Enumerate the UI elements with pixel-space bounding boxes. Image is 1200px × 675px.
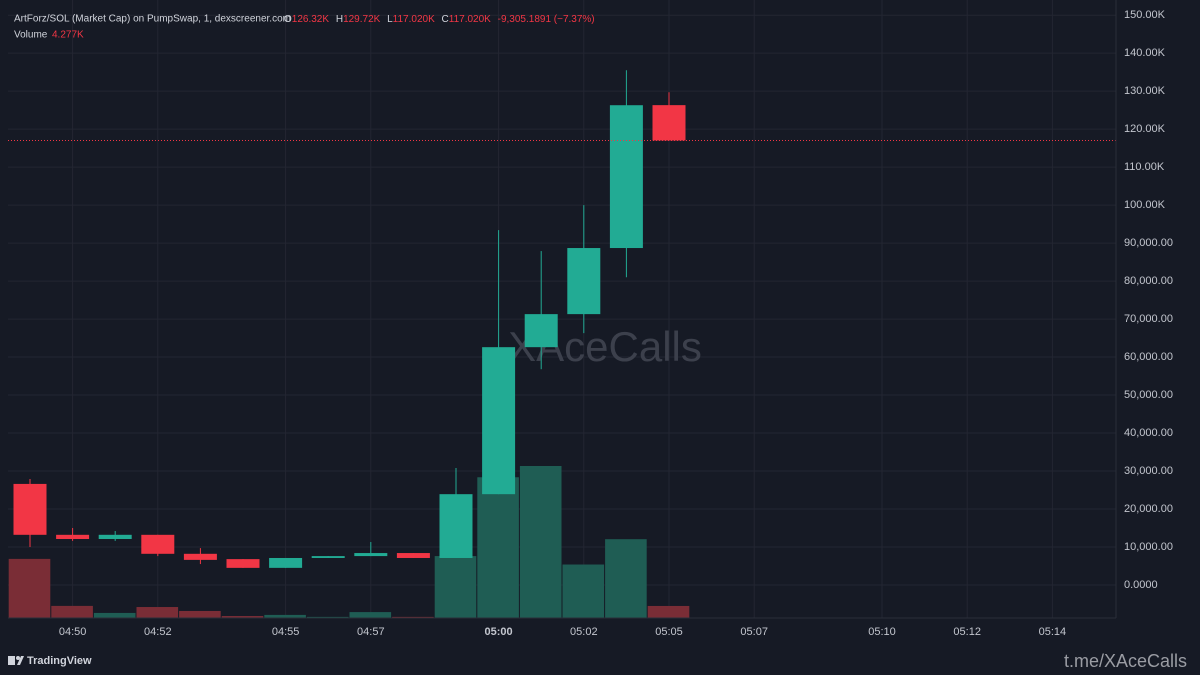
x-tick-label: 04:57	[357, 626, 385, 638]
brand: TradingView	[27, 655, 92, 667]
o-label: O	[284, 14, 292, 25]
y-tick-label: 50,000.00	[1124, 389, 1173, 401]
volume-bar	[519, 466, 562, 618]
candle-body	[98, 534, 132, 539]
h-value: 129.72K	[343, 14, 381, 25]
x-tick-label: 05:02	[570, 626, 598, 638]
volume-label: Volume	[14, 30, 48, 41]
volume-bar	[647, 605, 690, 618]
candle-body	[311, 556, 345, 558]
volume-bar	[392, 616, 434, 618]
x-tick-label: 05:12	[953, 626, 981, 638]
candle-body	[13, 483, 47, 535]
y-tick-label: 110.00K	[1124, 161, 1165, 173]
c-value: 117.020K	[449, 14, 491, 25]
candle-body	[567, 248, 601, 315]
x-tick-label: 05:00	[485, 626, 513, 638]
volume-bar	[349, 612, 392, 618]
x-tick-label: 04:50	[59, 626, 87, 638]
c-label: C	[442, 14, 449, 25]
volume-bar	[605, 539, 647, 618]
y-tick-label: 140.00K	[1124, 47, 1166, 59]
y-tick-label: 30,000.00	[1124, 465, 1173, 477]
volume-bar	[434, 556, 477, 618]
h-label: H	[336, 14, 343, 25]
x-tick-label: 05:10	[868, 626, 896, 638]
l-label: L	[387, 14, 393, 25]
candle-body	[354, 553, 388, 557]
axes: 150.00K 140.00K 130.00K 120.00K 110.00K 100.0…	[59, 9, 1173, 638]
x-tick-label: 05:05	[655, 626, 683, 638]
footer-link: t.me/XAceCalls	[1064, 651, 1187, 671]
y-tick-label: 150.00K	[1124, 9, 1166, 21]
x-tick-label: 04:55	[272, 626, 300, 638]
volume-bar	[264, 614, 306, 618]
y-tick-label: 20,000.00	[1124, 503, 1173, 515]
y-tick-label: 100.00K	[1124, 199, 1166, 211]
x-tick-label: 05:14	[1039, 626, 1067, 638]
volume-bar	[221, 616, 264, 618]
volume-bar	[477, 477, 519, 618]
y-tick-label: 60,000.00	[1124, 351, 1173, 363]
candle-body	[183, 553, 217, 560]
y-tick-label: 0.0000	[1124, 579, 1158, 591]
candles	[8, 70, 1116, 568]
volume-bar	[306, 616, 349, 618]
candle-body	[141, 534, 175, 554]
x-tick-label: 05:07	[740, 626, 768, 638]
volume-bar	[8, 558, 51, 618]
volume-bar	[562, 564, 605, 618]
y-tick-label: 90,000.00	[1124, 237, 1173, 249]
candle-body	[56, 534, 90, 539]
chart-title: ArtForz/SOL (Market Cap) on PumpSwap, 1,…	[14, 14, 291, 25]
volume-pane	[8, 466, 690, 618]
candle-body	[482, 347, 516, 495]
candle-body	[439, 494, 473, 558]
volume-value: 4.277K	[52, 30, 84, 41]
volume-bar	[136, 607, 179, 618]
y-tick-label: 120.00K	[1124, 123, 1166, 135]
o-value: 126.32K	[292, 14, 330, 25]
candle-body	[396, 553, 430, 558]
volume-bar	[93, 612, 136, 618]
candle-body	[226, 559, 260, 568]
volume-bar	[51, 605, 93, 618]
ohlc-legend: O126.32K H129.72K L117.020K C117.020K -9…	[284, 14, 595, 25]
volume-bar	[179, 610, 221, 618]
candle-body	[269, 557, 303, 568]
l-value: 117.020K	[393, 14, 435, 25]
y-tick-label: 130.00K	[1124, 85, 1166, 97]
y-tick-label: 70,000.00	[1124, 313, 1173, 325]
y-tick-label: 40,000.00	[1124, 427, 1173, 439]
y-tick-label: 80,000.00	[1124, 275, 1173, 287]
tradingview-logo	[8, 656, 24, 665]
candle-body	[524, 314, 558, 348]
candle-body	[652, 105, 686, 141]
change: -9,305.1891 (−7.37%)	[498, 14, 595, 25]
y-tick-label: 10,000.00	[1124, 541, 1173, 553]
x-tick-label: 04:52	[144, 626, 172, 638]
candle-body	[609, 105, 643, 249]
